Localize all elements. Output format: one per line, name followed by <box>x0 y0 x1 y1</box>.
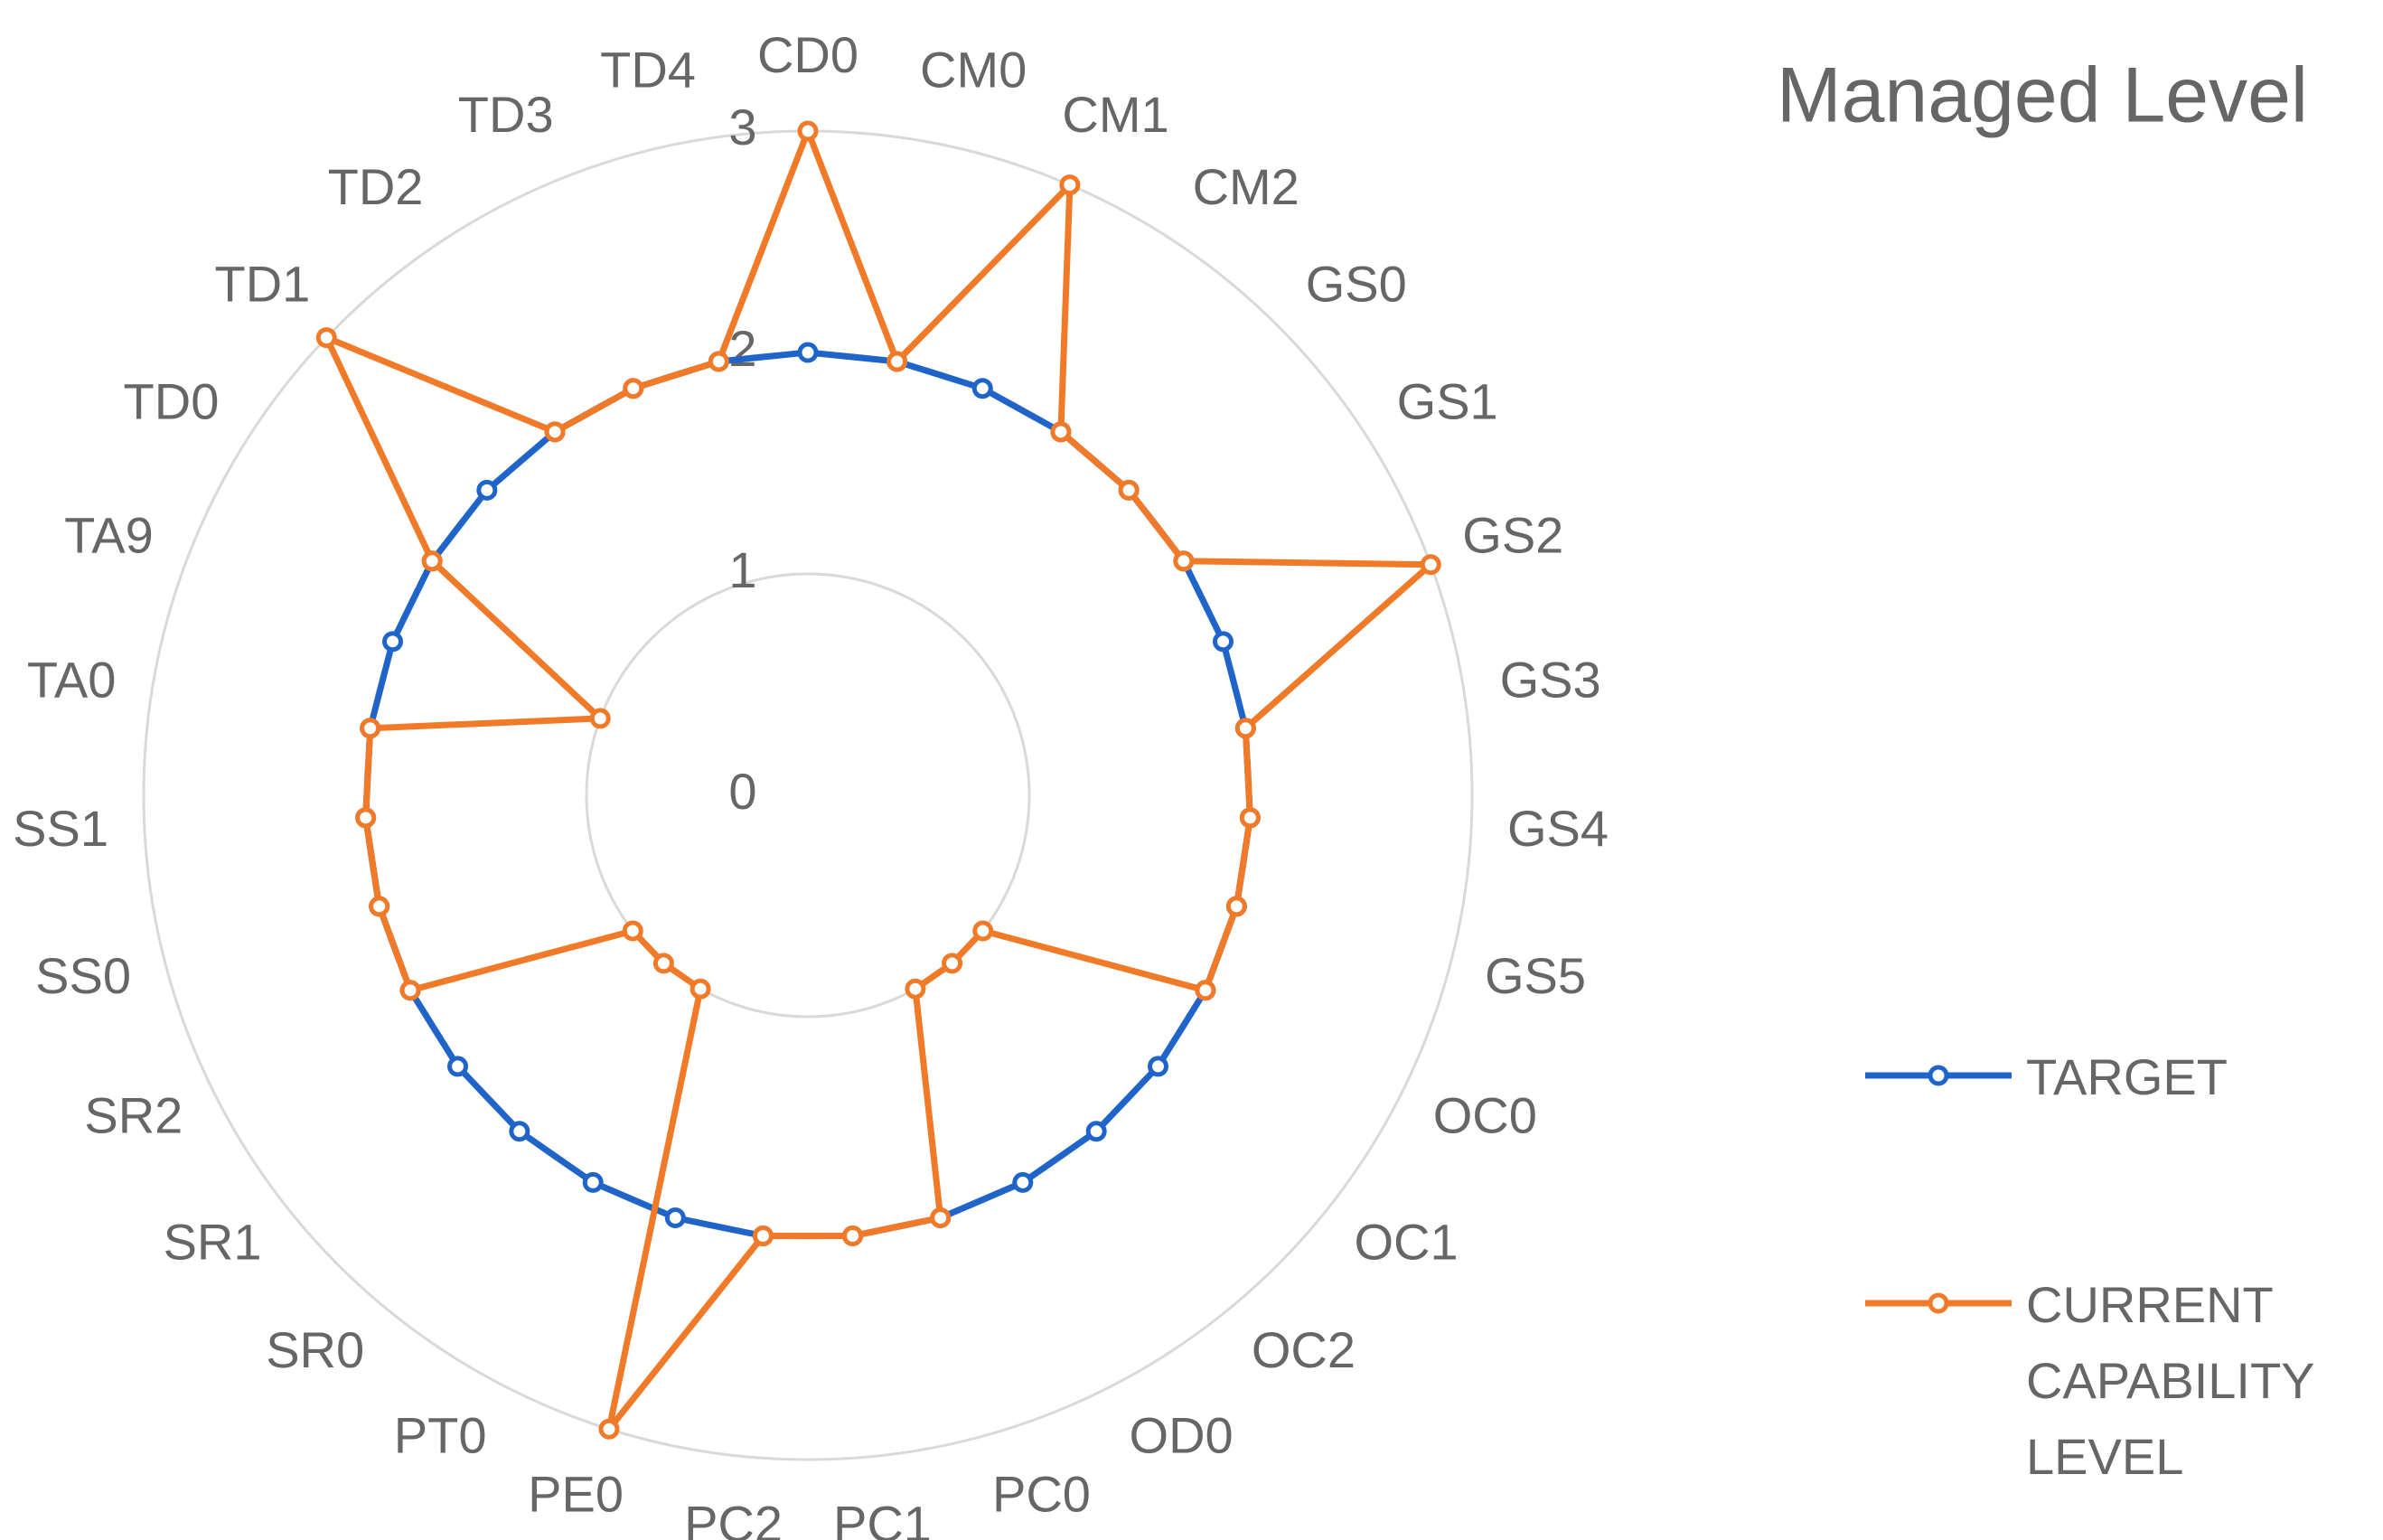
legend-swatch <box>1865 1065 2012 1086</box>
category-label: GS5 <box>1485 947 1586 1004</box>
category-label: OC1 <box>1354 1214 1458 1271</box>
data-point <box>797 342 819 363</box>
data-point <box>589 708 611 729</box>
category-label: GS2 <box>1462 507 1563 564</box>
grid-line <box>142 129 1474 1461</box>
data-point <box>664 1207 686 1229</box>
data-point <box>1234 718 1256 739</box>
category-label: SS0 <box>35 947 131 1004</box>
series-line <box>320 122 1440 1432</box>
data-point <box>690 978 711 1000</box>
legend-label: TARGET <box>2026 1048 2228 1105</box>
data-point <box>355 807 377 829</box>
data-point <box>582 1171 604 1193</box>
data-point <box>752 1225 774 1246</box>
category-label: GS0 <box>1306 255 1407 312</box>
category-label: SR0 <box>266 1321 364 1378</box>
data-point <box>652 953 674 974</box>
category-label: OC2 <box>1252 1321 1356 1378</box>
data-point <box>598 1418 620 1440</box>
category-label: TD0 <box>124 373 220 430</box>
data-point <box>315 327 337 349</box>
category-label: TA9 <box>64 507 154 564</box>
category-label: SR2 <box>84 1087 183 1144</box>
category-label: PC1 <box>833 1496 932 1540</box>
category-label: PC2 <box>684 1496 783 1540</box>
data-point <box>544 421 566 443</box>
data-point <box>1059 174 1081 196</box>
category-label: CD0 <box>757 26 858 83</box>
legend-item: CURRENT CAPABILITY LEVEL <box>1862 1267 2351 1495</box>
data-point <box>360 718 381 739</box>
data-point <box>842 1225 864 1246</box>
data-point <box>797 120 819 142</box>
category-label: SR1 <box>164 1214 262 1271</box>
data-point <box>887 351 908 372</box>
category-label: SS1 <box>13 800 108 857</box>
category-label: GS3 <box>1500 651 1601 708</box>
legend-item: TARGET <box>1862 1039 2351 1115</box>
y-tick-label: 1 <box>728 541 756 598</box>
data-point <box>708 351 729 372</box>
data-point <box>1012 1171 1034 1193</box>
data-point <box>476 479 498 501</box>
data-point <box>382 631 404 653</box>
category-label: OC0 <box>1433 1087 1537 1144</box>
data-point <box>369 896 390 917</box>
data-point <box>399 980 421 1001</box>
data-point <box>905 978 926 1000</box>
category-label: TD1 <box>214 255 310 312</box>
data-point <box>447 1056 469 1077</box>
data-point <box>1147 1056 1168 1077</box>
data-point <box>1195 980 1216 1001</box>
legend-swatch <box>1865 1292 2012 1314</box>
category-label: CM2 <box>1193 158 1299 215</box>
category-label: TA0 <box>27 651 117 708</box>
category-label: PC0 <box>992 1465 1091 1522</box>
data-point <box>1212 631 1234 653</box>
data-point <box>1050 421 1072 443</box>
legend-marker <box>1928 1065 1949 1086</box>
data-point <box>421 550 443 572</box>
legend-marker <box>1928 1292 1949 1314</box>
data-point <box>971 378 993 399</box>
category-label: GS1 <box>1397 373 1498 430</box>
y-tick-label: 0 <box>728 763 756 820</box>
category-label: CM1 <box>1062 86 1168 143</box>
grid-line <box>585 572 1031 1019</box>
category-label: OD0 <box>1130 1406 1234 1463</box>
data-point <box>622 920 643 942</box>
category-label: TD3 <box>458 86 554 143</box>
data-point <box>942 953 963 974</box>
data-point <box>1173 550 1195 572</box>
data-point <box>1225 896 1247 917</box>
category-label: GS4 <box>1507 800 1609 857</box>
data-point <box>1118 479 1140 501</box>
category-label: CM0 <box>920 41 1027 98</box>
data-point <box>1085 1121 1107 1142</box>
series-line <box>362 349 1253 1239</box>
data-point <box>623 378 644 399</box>
y-tick-label: 3 <box>728 99 756 155</box>
data-point <box>1239 807 1261 829</box>
data-point <box>930 1207 952 1229</box>
legend-label: CURRENT CAPABILITY LEVEL <box>2026 1276 2314 1485</box>
chart-title: Managed Level <box>1777 52 2308 139</box>
category-label: TD2 <box>328 158 424 215</box>
data-point <box>1420 554 1441 576</box>
category-label: PT0 <box>394 1406 487 1463</box>
data-point <box>972 920 994 942</box>
category-label: PE0 <box>528 1465 624 1522</box>
data-point <box>509 1121 530 1142</box>
category-label: TD4 <box>600 41 696 98</box>
